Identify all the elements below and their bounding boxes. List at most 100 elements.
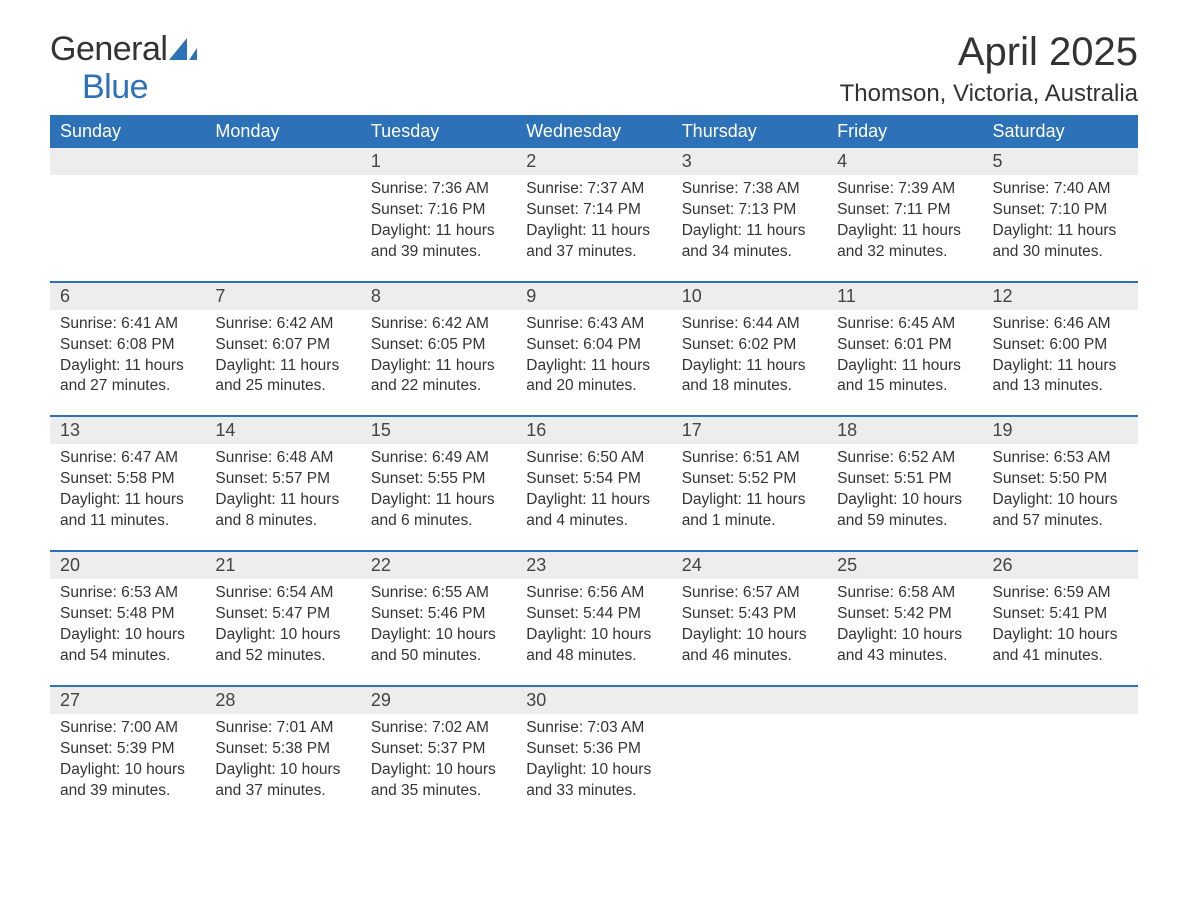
calendar-cell bbox=[983, 686, 1138, 820]
day-details: Sunrise: 6:45 AMSunset: 6:01 PMDaylight:… bbox=[837, 314, 972, 398]
day-number: 13 bbox=[50, 417, 205, 444]
day-details: Sunrise: 6:53 AMSunset: 5:50 PMDaylight:… bbox=[993, 448, 1128, 532]
day-number: 28 bbox=[205, 687, 360, 714]
day-header: Monday bbox=[205, 115, 360, 148]
day-details: Sunrise: 6:46 AMSunset: 6:00 PMDaylight:… bbox=[993, 314, 1128, 398]
calendar-week: 1 Sunrise: 7:36 AMSunset: 7:16 PMDaylight… bbox=[50, 148, 1138, 282]
calendar-cell: 27 Sunrise: 7:00 AMSunset: 5:39 PMDayligh… bbox=[50, 686, 205, 820]
calendar-cell: 25 Sunrise: 6:58 AMSunset: 5:42 PMDayligh… bbox=[827, 551, 982, 686]
title-block: April 2025 Thomson, Victoria, Australia bbox=[840, 30, 1138, 118]
calendar-cell: 17 Sunrise: 6:51 AMSunset: 5:52 PMDayligh… bbox=[672, 416, 827, 551]
day-number: 6 bbox=[50, 283, 205, 310]
calendar-cell: 11 Sunrise: 6:45 AMSunset: 6:01 PMDayligh… bbox=[827, 282, 982, 417]
day-number bbox=[983, 687, 1138, 714]
day-number: 24 bbox=[672, 552, 827, 579]
day-details: Sunrise: 6:44 AMSunset: 6:02 PMDaylight:… bbox=[682, 314, 817, 398]
day-details: Sunrise: 6:50 AMSunset: 5:54 PMDaylight:… bbox=[526, 448, 661, 532]
month-title: April 2025 bbox=[840, 30, 1138, 74]
day-details: Sunrise: 7:00 AMSunset: 5:39 PMDaylight:… bbox=[60, 718, 195, 802]
day-number: 18 bbox=[827, 417, 982, 444]
day-details: Sunrise: 6:48 AMSunset: 5:57 PMDaylight:… bbox=[215, 448, 350, 532]
calendar-cell: 22 Sunrise: 6:55 AMSunset: 5:46 PMDayligh… bbox=[361, 551, 516, 686]
day-number: 4 bbox=[827, 148, 982, 175]
day-number: 19 bbox=[983, 417, 1138, 444]
day-number: 21 bbox=[205, 552, 360, 579]
day-number: 27 bbox=[50, 687, 205, 714]
calendar-cell bbox=[205, 148, 360, 282]
calendar-cell: 4 Sunrise: 7:39 AMSunset: 7:11 PMDaylight… bbox=[827, 148, 982, 282]
day-details: Sunrise: 7:39 AMSunset: 7:11 PMDaylight:… bbox=[837, 179, 972, 263]
calendar-cell: 5Sunrise: 7:40 AMSunset: 7:10 PMDaylight… bbox=[983, 148, 1138, 282]
day-number: 23 bbox=[516, 552, 671, 579]
calendar-cell: 3 Sunrise: 7:38 AMSunset: 7:13 PMDaylight… bbox=[672, 148, 827, 282]
day-header: Friday bbox=[827, 115, 982, 148]
day-details: Sunrise: 6:53 AMSunset: 5:48 PMDaylight:… bbox=[60, 583, 195, 667]
day-header: Sunday bbox=[50, 115, 205, 148]
calendar-cell: 24 Sunrise: 6:57 AMSunset: 5:43 PMDayligh… bbox=[672, 551, 827, 686]
calendar-cell: 28Sunrise: 7:01 AMSunset: 5:38 PMDayligh… bbox=[205, 686, 360, 820]
calendar-week: 20 Sunrise: 6:53 AMSunset: 5:48 PMDayligh… bbox=[50, 551, 1138, 686]
day-number bbox=[205, 148, 360, 175]
day-number: 16 bbox=[516, 417, 671, 444]
day-number: 5 bbox=[983, 148, 1138, 175]
day-header: Thursday bbox=[672, 115, 827, 148]
calendar-cell: 19 Sunrise: 6:53 AMSunset: 5:50 PMDayligh… bbox=[983, 416, 1138, 551]
location-text: Thomson, Victoria, Australia bbox=[840, 80, 1138, 108]
day-number: 22 bbox=[361, 552, 516, 579]
day-details: Sunrise: 7:03 AMSunset: 5:36 PMDaylight:… bbox=[526, 718, 661, 802]
calendar-week: 6Sunrise: 6:41 AMSunset: 6:08 PMDaylight… bbox=[50, 282, 1138, 417]
calendar-cell bbox=[50, 148, 205, 282]
calendar-cell: 20 Sunrise: 6:53 AMSunset: 5:48 PMDayligh… bbox=[50, 551, 205, 686]
day-header: Saturday bbox=[983, 115, 1138, 148]
calendar-cell: 7Sunrise: 6:42 AMSunset: 6:07 PMDaylight… bbox=[205, 282, 360, 417]
calendar-cell: 10 Sunrise: 6:44 AMSunset: 6:02 PMDayligh… bbox=[672, 282, 827, 417]
day-details: Sunrise: 6:49 AMSunset: 5:55 PMDaylight:… bbox=[371, 448, 506, 532]
calendar-cell bbox=[827, 686, 982, 820]
calendar-cell: 13 Sunrise: 6:47 AMSunset: 5:58 PMDayligh… bbox=[50, 416, 205, 551]
day-details: Sunrise: 7:38 AMSunset: 7:13 PMDaylight:… bbox=[682, 179, 817, 263]
calendar-cell: 29Sunrise: 7:02 AMSunset: 5:37 PMDayligh… bbox=[361, 686, 516, 820]
day-number: 17 bbox=[672, 417, 827, 444]
day-number: 15 bbox=[361, 417, 516, 444]
day-details: Sunrise: 6:43 AMSunset: 6:04 PMDaylight:… bbox=[526, 314, 661, 398]
day-number: 25 bbox=[827, 552, 982, 579]
day-number: 9 bbox=[516, 283, 671, 310]
calendar-week: 13 Sunrise: 6:47 AMSunset: 5:58 PMDayligh… bbox=[50, 416, 1138, 551]
calendar-week: 27 Sunrise: 7:00 AMSunset: 5:39 PMDayligh… bbox=[50, 686, 1138, 820]
calendar-cell: 30 Sunrise: 7:03 AMSunset: 5:36 PMDayligh… bbox=[516, 686, 671, 820]
calendar-cell: 8 Sunrise: 6:42 AMSunset: 6:05 PMDaylight… bbox=[361, 282, 516, 417]
day-number bbox=[827, 687, 982, 714]
day-details: Sunrise: 6:55 AMSunset: 5:46 PMDaylight:… bbox=[371, 583, 506, 667]
day-number: 8 bbox=[361, 283, 516, 310]
day-details: Sunrise: 6:47 AMSunset: 5:58 PMDaylight:… bbox=[60, 448, 195, 532]
day-header-row: SundayMondayTuesdayWednesdayThursdayFrid… bbox=[50, 115, 1138, 148]
calendar-cell: 6Sunrise: 6:41 AMSunset: 6:08 PMDaylight… bbox=[50, 282, 205, 417]
day-number: 1 bbox=[361, 148, 516, 175]
day-details: Sunrise: 6:58 AMSunset: 5:42 PMDaylight:… bbox=[837, 583, 972, 667]
day-number bbox=[50, 148, 205, 175]
day-details: Sunrise: 7:37 AMSunset: 7:14 PMDaylight:… bbox=[526, 179, 661, 263]
day-details: Sunrise: 6:56 AMSunset: 5:44 PMDaylight:… bbox=[526, 583, 661, 667]
day-details: Sunrise: 6:54 AMSunset: 5:47 PMDaylight:… bbox=[215, 583, 350, 667]
day-details: Sunrise: 6:42 AMSunset: 6:05 PMDaylight:… bbox=[371, 314, 506, 398]
calendar-cell: 23 Sunrise: 6:56 AMSunset: 5:44 PMDayligh… bbox=[516, 551, 671, 686]
day-number: 14 bbox=[205, 417, 360, 444]
calendar-cell: 9 Sunrise: 6:43 AMSunset: 6:04 PMDaylight… bbox=[516, 282, 671, 417]
calendar-cell: 18Sunrise: 6:52 AMSunset: 5:51 PMDayligh… bbox=[827, 416, 982, 551]
day-details: Sunrise: 7:36 AMSunset: 7:16 PMDaylight:… bbox=[371, 179, 506, 263]
day-number: 20 bbox=[50, 552, 205, 579]
day-number: 30 bbox=[516, 687, 671, 714]
logo-text-blue: Blue bbox=[82, 68, 148, 107]
calendar-table: SundayMondayTuesdayWednesdayThursdayFrid… bbox=[50, 115, 1138, 819]
day-details: Sunrise: 7:02 AMSunset: 5:37 PMDaylight:… bbox=[371, 718, 506, 802]
calendar-cell: 1 Sunrise: 7:36 AMSunset: 7:16 PMDaylight… bbox=[361, 148, 516, 282]
day-details: Sunrise: 6:57 AMSunset: 5:43 PMDaylight:… bbox=[682, 583, 817, 667]
calendar-cell: 12Sunrise: 6:46 AMSunset: 6:00 PMDayligh… bbox=[983, 282, 1138, 417]
day-number: 26 bbox=[983, 552, 1138, 579]
day-number: 3 bbox=[672, 148, 827, 175]
day-number: 2 bbox=[516, 148, 671, 175]
day-number: 11 bbox=[827, 283, 982, 310]
calendar-cell: 21 Sunrise: 6:54 AMSunset: 5:47 PMDayligh… bbox=[205, 551, 360, 686]
day-number: 10 bbox=[672, 283, 827, 310]
day-details: Sunrise: 6:51 AMSunset: 5:52 PMDaylight:… bbox=[682, 448, 817, 532]
